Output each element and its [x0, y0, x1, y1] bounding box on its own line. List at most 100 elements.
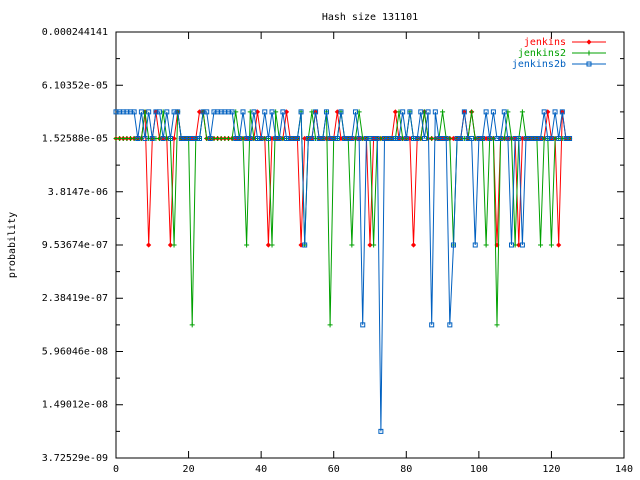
- data-point-jenkins2b: [236, 136, 242, 142]
- y-tick-label: 9.53674e-07: [42, 240, 108, 251]
- data-point-jenkins2b: [458, 136, 464, 142]
- data-point-jenkins2b: [421, 136, 427, 142]
- y-tick-label: 0.000244141: [42, 27, 108, 38]
- y-tick-label: 2.38419e-07: [42, 293, 108, 304]
- data-point-jenkins2b: [164, 109, 170, 115]
- data-point-jenkins2b: [323, 109, 329, 115]
- data-point-jenkins2b: [298, 109, 304, 115]
- y-tick-label: 6.10352e-05: [42, 80, 108, 91]
- series-jenkins: [113, 109, 573, 248]
- data-point-jenkins2b: [403, 136, 409, 142]
- x-tick-label: 100: [470, 464, 488, 475]
- data-point-jenkins2b: [548, 136, 554, 142]
- data-point-jenkins2b: [516, 136, 522, 142]
- data-point-jenkins2: [371, 242, 377, 248]
- data-point-jenkins2b: [269, 109, 275, 115]
- legend-label-jenkins2: jenkins2: [518, 48, 566, 59]
- data-point-jenkins2b: [157, 109, 163, 115]
- data-point-jenkins2: [548, 242, 554, 248]
- data-point-jenkins2b: [334, 136, 340, 142]
- data-point-jenkins2b: [519, 242, 525, 248]
- data-point-jenkins2b: [479, 136, 485, 142]
- y-tick-label: 1.49012e-08: [42, 400, 108, 411]
- data-point-jenkins2: [171, 242, 177, 248]
- data-point-jenkins2b: [538, 136, 544, 142]
- data-point-jenkins2b: [294, 136, 300, 142]
- x-tick-label: 80: [400, 464, 412, 475]
- x-tick-label: 140: [615, 464, 633, 475]
- data-point-jenkins: [367, 242, 373, 248]
- x-tick-label: 0: [113, 464, 119, 475]
- x-tick-label: 120: [542, 464, 560, 475]
- data-point-jenkins2b: [247, 136, 253, 142]
- data-point-jenkins2b: [142, 136, 148, 142]
- data-point-jenkins2: [327, 322, 333, 328]
- data-point-jenkins2b: [167, 136, 173, 142]
- data-point-jenkins2b: [313, 109, 319, 115]
- data-point-jenkins2: [269, 242, 275, 248]
- data-point-jenkins2b: [407, 109, 413, 115]
- data-point-jenkins2b: [487, 136, 493, 142]
- series-jenkins2: [113, 109, 573, 328]
- data-point-jenkins2b: [360, 322, 366, 328]
- x-tick-label: 40: [255, 464, 267, 475]
- data-point-jenkins2b: [414, 136, 420, 142]
- data-point-jenkins2b: [567, 136, 573, 142]
- data-point-jenkins2b: [131, 109, 137, 115]
- y-axis: 0.000244141 6.10352e-05 1.52588e-05 3.8147e…: [42, 27, 624, 464]
- data-point-jenkins2b: [175, 109, 181, 115]
- data-point-jenkins2: [440, 109, 446, 115]
- data-point-jenkins: [265, 242, 271, 248]
- data-point-jenkins2b: [149, 136, 155, 142]
- data-point-jenkins2b: [501, 109, 507, 115]
- x-axis: 0 20 40 60 80 100 120 140: [113, 32, 633, 475]
- data-point-jenkins2b: [432, 109, 438, 115]
- data-point-jenkins2b: [490, 109, 496, 115]
- y-tick-label: 1.52588e-05: [42, 134, 108, 145]
- data-point-jenkins2b: [196, 136, 202, 142]
- data-point-jenkins2b: [472, 242, 478, 248]
- data-point-jenkins2b: [276, 136, 282, 142]
- data-point-jenkins2b: [302, 242, 308, 248]
- data-point-jenkins2b: [135, 136, 141, 142]
- data-point-jenkins2b: [505, 136, 511, 142]
- data-point-jenkins2b: [425, 109, 431, 115]
- y-tick-label: 5.96046e-08: [42, 347, 108, 358]
- data-point-jenkins2: [469, 109, 475, 115]
- data-point-jenkins2b: [262, 109, 268, 115]
- data-point-jenkins2b: [559, 109, 565, 115]
- data-point-jenkins2b: [356, 136, 362, 142]
- legend-marker-jenkins2b: [586, 61, 592, 67]
- data-point-jenkins2b: [469, 136, 475, 142]
- data-point-jenkins2b: [447, 322, 453, 328]
- data-point-jenkins2b: [483, 109, 489, 115]
- data-point-jenkins2b: [352, 109, 358, 115]
- data-point-jenkins2b: [229, 109, 235, 115]
- data-point-jenkins2b: [509, 242, 515, 248]
- data-point-jenkins2b: [251, 109, 257, 115]
- data-point-jenkins2b: [552, 109, 558, 115]
- data-point-jenkins2: [483, 242, 489, 248]
- data-point-jenkins2b: [309, 136, 315, 142]
- x-tick-label: 60: [328, 464, 340, 475]
- legend-label-jenkins2b: jenkins2b: [512, 59, 566, 70]
- data-point-jenkins2b: [443, 136, 449, 142]
- y-axis-label: probability: [7, 212, 18, 278]
- legend-marker-jenkins: [586, 39, 592, 45]
- series-layer: [113, 109, 573, 434]
- data-point-jenkins2b: [265, 136, 271, 142]
- data-point-jenkins2: [189, 322, 195, 328]
- data-point-jenkins2b: [429, 322, 435, 328]
- y-tick-label: 3.72529e-09: [42, 453, 108, 464]
- data-point-jenkins2: [538, 242, 544, 248]
- chart-title: Hash size 131101: [322, 12, 418, 23]
- data-point-jenkins2: [349, 242, 355, 248]
- x-tick-label: 20: [183, 464, 195, 475]
- data-point-jenkins2b: [258, 136, 264, 142]
- series-line-jenkins2b: [116, 111, 570, 432]
- data-point-jenkins2b: [498, 136, 504, 142]
- series-line-jenkins2: [116, 111, 570, 325]
- data-point-jenkins: [410, 242, 417, 248]
- data-point-jenkins2b: [204, 109, 210, 115]
